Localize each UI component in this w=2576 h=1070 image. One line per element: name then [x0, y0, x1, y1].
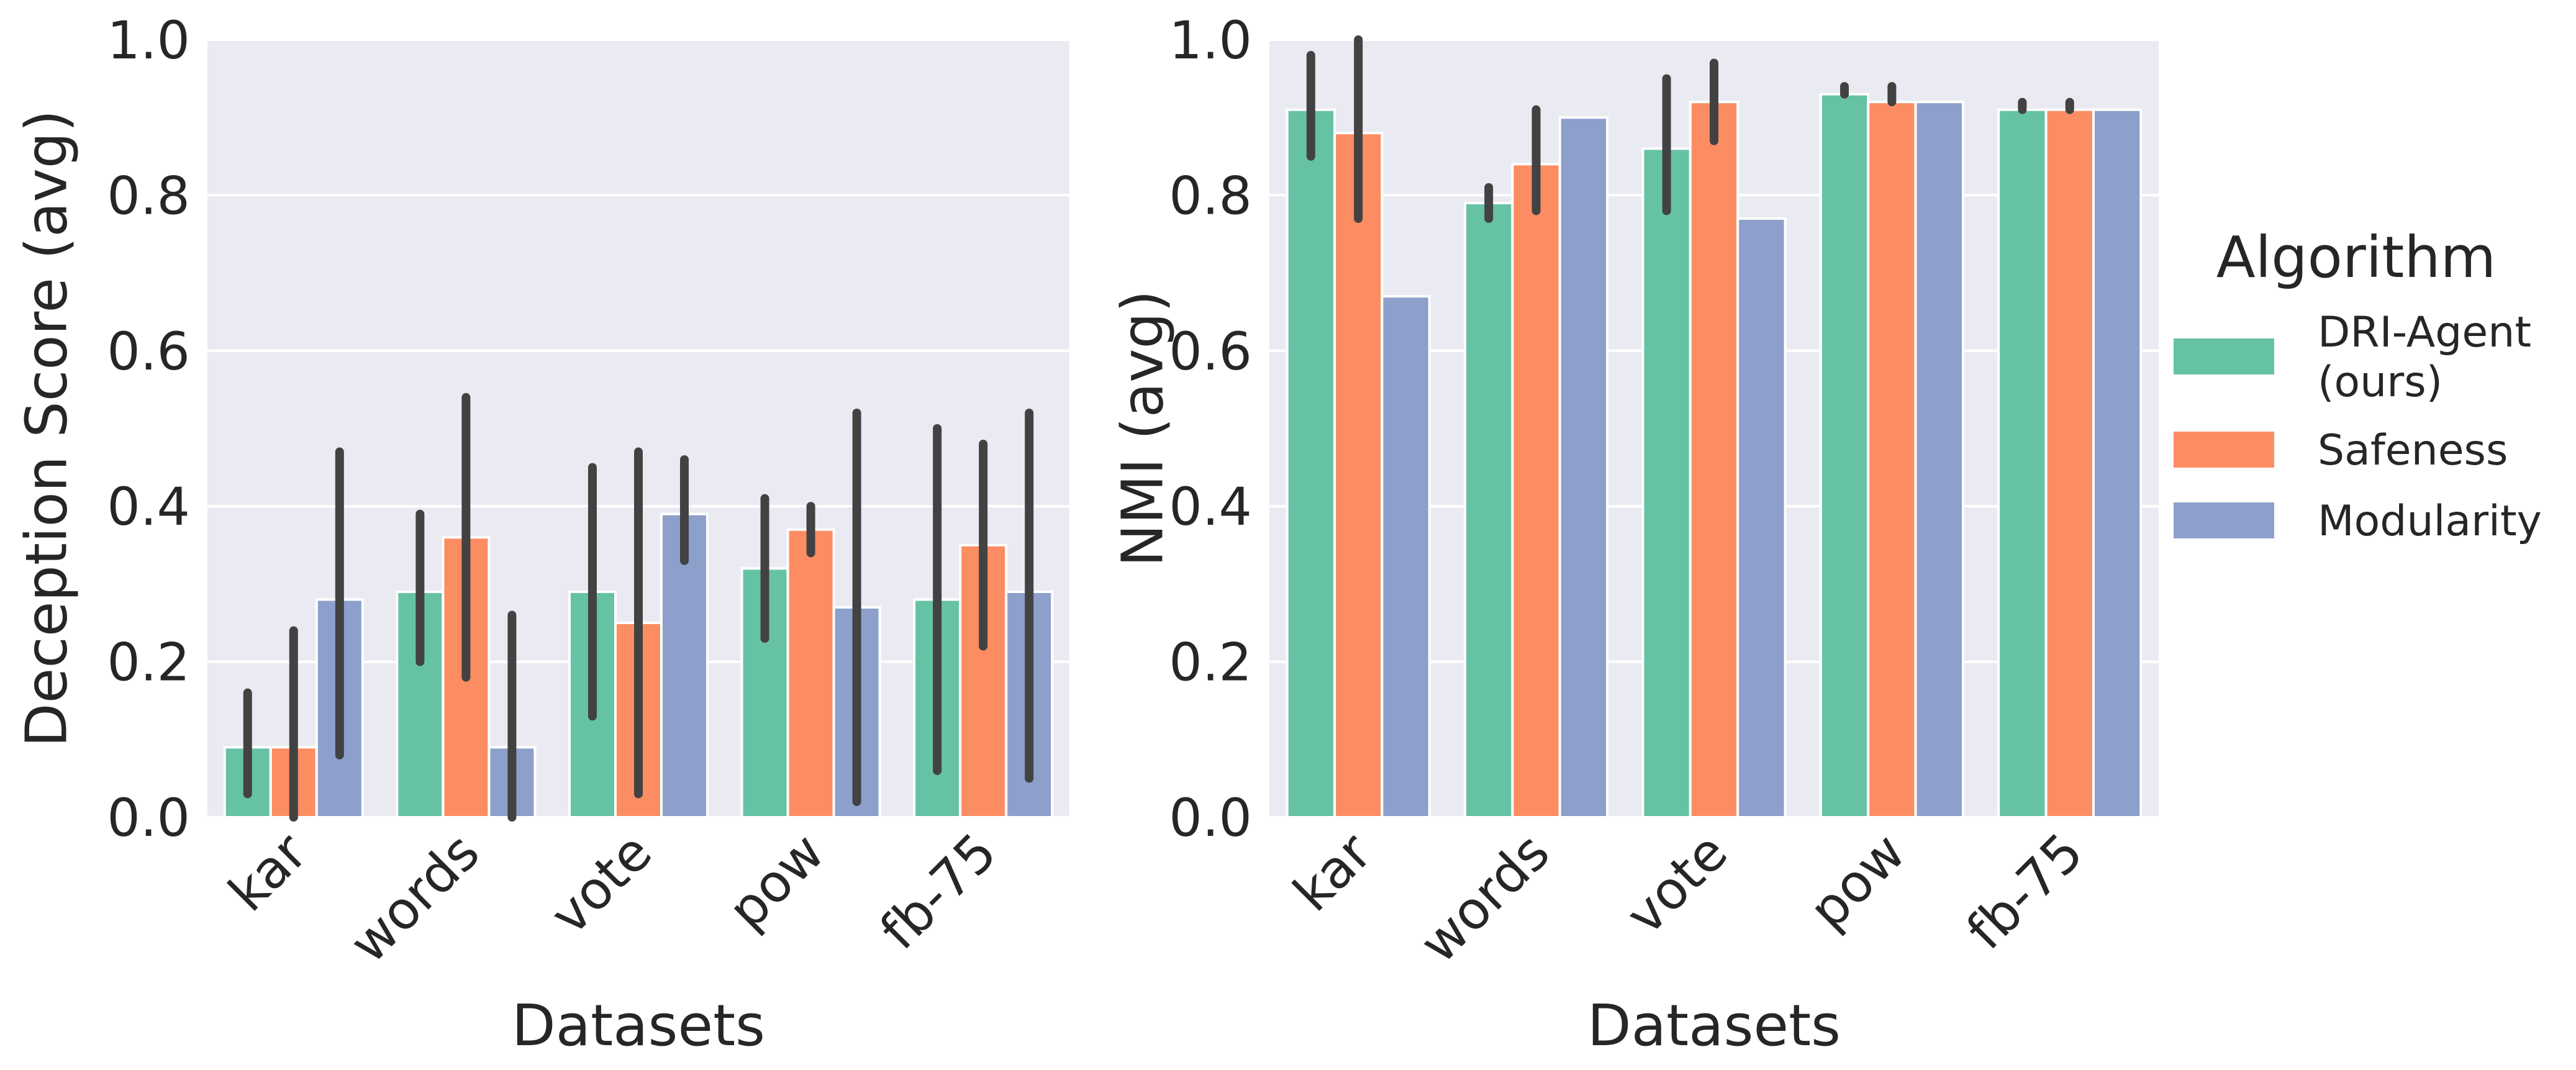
x-axis-title: Datasets — [512, 992, 765, 1059]
nmi-chart: 0.00.20.40.60.81.0 kar words vote pow fb-75 … — [1110, 10, 2159, 1059]
bar — [1914, 101, 1964, 818]
legend-label: DRI-Agent — [2318, 308, 2531, 357]
bar — [786, 528, 835, 818]
legend-swatch — [2174, 432, 2274, 468]
x-axis-title: Datasets — [1587, 992, 1841, 1059]
x-tick-label: kar — [217, 822, 319, 923]
bar — [1997, 108, 2048, 818]
bars — [223, 512, 1054, 819]
y-tick-label: 1.0 — [107, 10, 190, 71]
x-tick-label: pow — [1798, 822, 1917, 941]
x-tick-label: fb-75 — [1955, 822, 2095, 961]
y-tick-label: 0.6 — [107, 321, 190, 382]
legend-label: Modularity — [2318, 497, 2542, 546]
y-tick-label: 0.6 — [1169, 321, 1252, 382]
x-tick-label: vote — [539, 822, 664, 946]
legend-swatch — [2174, 502, 2274, 538]
y-tick-label: 1.0 — [1169, 10, 1252, 71]
legend-label: (ours) — [2318, 358, 2442, 407]
bar — [2092, 108, 2143, 818]
bar — [1333, 132, 1384, 819]
y-axis-title: NMI (avg) — [1110, 290, 1176, 567]
y-tick-label: 0.4 — [1169, 476, 1252, 537]
legend-entries: DRI-Agent(ours) Safeness Modularity — [2174, 308, 2542, 546]
x-tick-label: words — [1408, 822, 1561, 974]
legend-label: Safeness — [2318, 426, 2508, 475]
y-tick-label: 0.8 — [107, 165, 190, 226]
deception-score-chart: 0.00.20.40.60.81.0 kar words vote pow fb-75 … — [14, 10, 1069, 1059]
legend-swatch — [2174, 338, 2274, 374]
error-bars — [1306, 35, 2074, 223]
bar — [2044, 108, 2095, 818]
legend: Algorithm DRI-Agent(ours) Safeness Modular… — [2174, 224, 2542, 546]
y-axis-title: Deception Score (avg) — [14, 110, 80, 747]
x-tick-label: words — [338, 822, 491, 974]
y-tick-labels: 0.0 0.2 0.4 0.6 0.8 1.0 — [1169, 10, 1252, 848]
y-tick-label: 0.2 — [1169, 632, 1252, 693]
y-tick-label: 0.0 — [107, 787, 190, 848]
bar — [1381, 295, 1431, 819]
y-tick-label: 0.2 — [107, 632, 190, 693]
bar — [1558, 116, 1609, 819]
bar — [1511, 163, 1561, 819]
x-tick-label: fb-75 — [868, 822, 1008, 961]
x-tick-label: kar — [1282, 822, 1384, 923]
y-tick-labels: 0.0 0.2 0.4 0.6 0.8 1.0 — [107, 10, 190, 848]
y-tick-label: 0.0 — [1169, 787, 1252, 848]
error-bars — [243, 392, 1034, 822]
bar — [1286, 108, 1336, 818]
y-tick-label: 0.8 — [1169, 165, 1252, 226]
y-tick-label: 0.4 — [107, 476, 190, 537]
bar — [1641, 147, 1692, 818]
x-tick-labels: kar words vote pow fb-75 — [1282, 822, 2095, 975]
bar — [1464, 201, 1514, 819]
legend-title: Algorithm — [2216, 224, 2497, 291]
x-tick-labels: kar words vote pow fb-75 — [217, 822, 1008, 975]
bar — [1689, 101, 1739, 818]
bar — [1819, 93, 1870, 818]
bar — [1867, 101, 1917, 818]
x-tick-label: vote — [1615, 822, 1739, 946]
bar — [1736, 217, 1787, 818]
x-tick-label: pow — [717, 822, 836, 941]
